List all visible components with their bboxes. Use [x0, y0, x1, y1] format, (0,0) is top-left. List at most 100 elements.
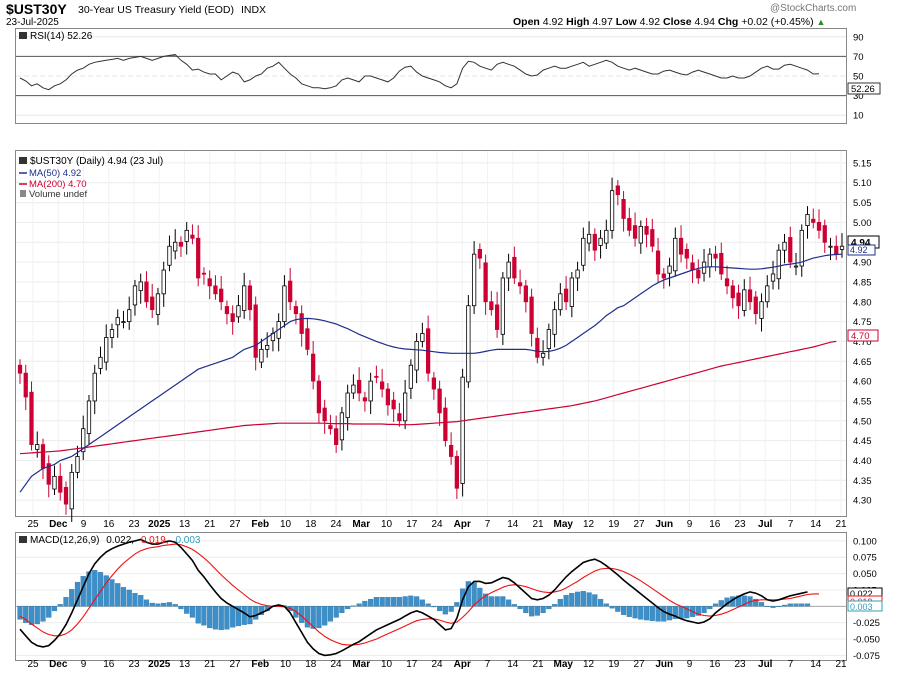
candle-body — [69, 471, 74, 510]
chg-label: Chg — [717, 16, 739, 28]
candle-body — [374, 375, 379, 378]
macd-histogram-bar — [218, 606, 224, 631]
candle-body — [357, 379, 362, 394]
macd-histogram-bar — [241, 606, 247, 625]
price-tick-label: 4.45 — [853, 436, 872, 447]
price-tick-label: 5.05 — [853, 198, 872, 209]
macd-histogram-bar — [51, 606, 58, 612]
candle-body — [811, 218, 816, 223]
rsi-level-label: 30 — [853, 91, 864, 102]
candle-body — [523, 285, 528, 303]
candle-body — [305, 328, 310, 350]
date-tick-label: 19 — [608, 519, 620, 530]
macd-histogram-bar — [97, 572, 104, 607]
candle-body — [500, 277, 505, 335]
macd-histogram-bar — [132, 593, 138, 607]
candle-body — [506, 261, 511, 279]
candle-body — [293, 306, 299, 315]
macd-histogram-bar — [770, 606, 776, 608]
macd-histogram-bar — [207, 606, 213, 629]
high-label: High — [566, 16, 590, 28]
macd-histogram-bar — [396, 597, 402, 607]
candle-body — [604, 229, 609, 244]
date-tick-label: 21 — [204, 519, 216, 530]
date-tick-label: 13 — [179, 519, 191, 530]
ma200-legend: MA(200) 4.70 — [29, 179, 87, 190]
candle-body — [230, 313, 235, 322]
macd-histogram-bar — [672, 606, 678, 619]
candle-body — [563, 288, 569, 303]
candle-body — [316, 380, 322, 414]
date-tick-label: 7 — [485, 519, 491, 530]
macd-histogram-bar — [178, 606, 184, 610]
candle-body — [615, 185, 620, 196]
macd-histogram-bar — [764, 606, 770, 607]
candle-body — [581, 237, 586, 266]
date-tick-label: 9 — [81, 519, 87, 530]
macd-histogram-bar — [40, 606, 46, 622]
macd-histogram-bar — [57, 604, 63, 607]
macd-histogram-bar — [161, 602, 167, 607]
macd-histogram-bar — [316, 606, 322, 629]
price-tick-label: 4.50 — [853, 416, 872, 427]
close-tag-text: 4.94 — [851, 238, 871, 249]
date-tick-label: 27 — [229, 519, 241, 530]
volume-legend: Volume undef — [29, 189, 87, 200]
candle-body — [517, 282, 523, 287]
macd-date-tick-label: Feb — [251, 659, 269, 670]
candle-body — [546, 329, 551, 349]
stockcharts-watermark: @StockCharts.com — [770, 3, 857, 14]
candle-body — [322, 407, 327, 422]
macd-date-tick-label: 21 — [532, 659, 544, 670]
macd-tag-text: 0.022 — [850, 589, 873, 599]
price-tick-label: 4.70 — [853, 337, 872, 348]
macd-histogram-bar — [402, 596, 408, 607]
macd-tick-label: -0.075 — [853, 651, 880, 662]
macd-histogram-bar — [408, 595, 414, 607]
macd-date-tick-label: 27 — [633, 659, 645, 670]
macd-histogram-bar — [787, 603, 793, 607]
symbol-title: $UST30Y — [6, 1, 67, 17]
macd-date-tick-label: 14 — [507, 659, 519, 670]
macd-date-tick-label: Jun — [655, 659, 673, 670]
volume-legend-swatch — [20, 190, 26, 197]
macd-histogram-bar — [534, 606, 540, 616]
macd-histogram-bar — [712, 603, 719, 607]
candle-body — [627, 218, 632, 231]
date-tick-label: 24 — [330, 519, 342, 530]
macd-histogram-bar — [379, 597, 385, 607]
candle-body — [466, 305, 471, 383]
macd-histogram-bar — [511, 604, 517, 607]
candle-body — [598, 237, 603, 246]
macd-date-tick-label: Dec — [49, 659, 68, 670]
rsi-level-label: 50 — [853, 72, 864, 83]
candle-body — [259, 348, 264, 363]
candle-body — [397, 413, 402, 422]
candle-body — [109, 329, 115, 338]
price-tick-label: 4.60 — [853, 377, 872, 388]
candle-body — [552, 309, 557, 335]
macd-date-tick-label: 16 — [709, 659, 721, 670]
candle-body — [690, 262, 695, 271]
candle-body — [420, 333, 425, 342]
candle-body — [678, 237, 684, 255]
candle-body — [299, 313, 304, 334]
macd-label-signal: 0.019, — [141, 535, 169, 546]
candle-body — [40, 444, 46, 469]
candle-body — [247, 285, 253, 311]
macd-histogram-bar — [563, 595, 569, 607]
macd-histogram-bar — [224, 606, 230, 630]
date-tick-label: 14 — [810, 519, 822, 530]
open-value: 4.92 — [542, 16, 564, 28]
price-panel-frame — [15, 150, 847, 517]
date-tick-label: 17 — [406, 519, 418, 530]
candle-body — [632, 225, 638, 239]
high-value: 4.97 — [592, 16, 613, 28]
macd-legend-swatch — [19, 536, 27, 543]
candle-body — [127, 309, 132, 322]
candle-body — [558, 293, 563, 311]
macd-histogram-bar — [253, 606, 259, 620]
macd-date-tick-label: 23 — [734, 659, 746, 670]
macd-histogram-bar — [523, 606, 529, 614]
date-tick-label: 12 — [583, 519, 595, 530]
